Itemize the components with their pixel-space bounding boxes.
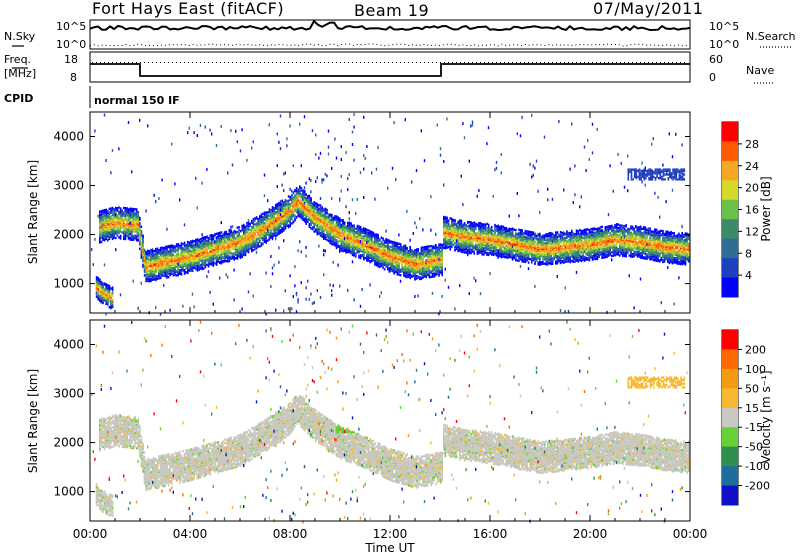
velocity-colorbar-swatch-2 bbox=[722, 369, 738, 389]
nave-tick-top: 60 bbox=[709, 53, 723, 66]
velocity-colorbar-swatch-7 bbox=[722, 466, 738, 486]
power-colorbar-tick-5: 24 bbox=[745, 160, 759, 173]
x-tick-2: 08:00 bbox=[273, 527, 308, 541]
power-colorbar-swatch-5 bbox=[722, 219, 738, 239]
cpid-label: CPID bbox=[4, 92, 33, 105]
velocity-colorbar-tick-7: 200 bbox=[745, 343, 766, 356]
noise-tick-right-bottom: 10^0 bbox=[709, 38, 739, 51]
velocity-ytick-1: 2000 bbox=[53, 436, 84, 450]
power-colorbar-tick-0: 4 bbox=[745, 269, 752, 282]
power-colorbar-label: Power [dB] bbox=[759, 176, 773, 241]
velocity-colorbar-label: Velocity [m s⁻¹] bbox=[759, 370, 773, 463]
velocity-colorbar-swatch-0 bbox=[722, 330, 738, 350]
date-label: 07/May/2011 bbox=[593, 0, 703, 18]
noise-tick-left-bottom: 10^0 bbox=[56, 38, 86, 51]
power-ytick-1: 2000 bbox=[53, 228, 84, 242]
freq-unit-label: [MHz] bbox=[4, 67, 36, 80]
power-colorbar-swatch-3 bbox=[722, 180, 738, 200]
velocity-colorbar-swatch-5 bbox=[722, 427, 738, 447]
nsky-label: N.Sky bbox=[4, 30, 36, 43]
power-ylabel: Slant Range [km] bbox=[26, 160, 40, 264]
power-colorbar-swatch-1 bbox=[722, 141, 738, 161]
power-colorbar-tick-2: 12 bbox=[745, 225, 759, 238]
x-tick-5: 20:00 bbox=[573, 527, 608, 541]
power-colorbar-swatch-8 bbox=[722, 278, 738, 298]
power-colorbar-tick-6: 28 bbox=[745, 138, 759, 151]
noise-panel: N.Sky 10^5 10^0 10^5 10^0 N.Search bbox=[4, 20, 796, 51]
velocity-colorbar-swatch-6 bbox=[722, 447, 738, 467]
power-colorbar-swatch-6 bbox=[722, 239, 738, 259]
beam-label: Beam 19 bbox=[354, 1, 429, 20]
freq-series bbox=[90, 64, 690, 76]
velocity-colorbar-tick-0: -200 bbox=[745, 480, 770, 493]
x-tick-6: 00:00 bbox=[673, 527, 708, 541]
freq-label: Freq. bbox=[4, 53, 31, 66]
plot-title: Fort Hays East (fitACF) bbox=[92, 0, 284, 18]
power-colorbar-swatch-7 bbox=[722, 258, 738, 278]
power-colorbar-swatch-2 bbox=[722, 161, 738, 181]
cpid-panel: CPID normal 150 IF bbox=[4, 86, 180, 108]
x-tick-0: 00:00 bbox=[73, 527, 108, 541]
freq-tick-bottom: 8 bbox=[70, 71, 77, 84]
velocity-colorbar-tick-5: 50 bbox=[745, 382, 759, 395]
power-ytick-0: 1000 bbox=[53, 277, 84, 291]
x-tick-1: 04:00 bbox=[173, 527, 208, 541]
x-tick-4: 16:00 bbox=[473, 527, 508, 541]
x-axis-label: Time UT bbox=[364, 541, 415, 554]
x-tick-3: 12:00 bbox=[373, 527, 408, 541]
velocity-colorbar-swatch-4 bbox=[722, 408, 738, 428]
power-colorbar-swatch-0 bbox=[722, 122, 738, 142]
nave-label: Nave bbox=[746, 64, 774, 77]
velocity-colorbar-swatch-3 bbox=[722, 388, 738, 408]
velocity-colorbar-tick-4: 15 bbox=[745, 402, 759, 415]
power-colorbar-swatch-4 bbox=[722, 200, 738, 220]
noise-tick-right-top: 10^5 bbox=[709, 20, 739, 33]
freq-tick-top: 18 bbox=[64, 53, 78, 66]
noise-tick-left-top: 10^5 bbox=[56, 20, 86, 33]
velocity-colorbar-swatch-8 bbox=[722, 486, 738, 506]
power-colorbar-tick-4: 20 bbox=[745, 182, 759, 195]
velocity-ytick-2: 3000 bbox=[53, 387, 84, 401]
radar-summary-plot: Fort Hays East (fitACF) Beam 19 07/May/2… bbox=[0, 0, 800, 554]
power-panel: 1000 2000 3000 4000 Slant Range [km] 4 8 12 16… bbox=[26, 112, 773, 316]
nsky-series bbox=[90, 21, 690, 30]
cpid-value: normal 150 IF bbox=[94, 94, 180, 107]
velocity-colorbar-swatch-1 bbox=[722, 349, 738, 369]
power-colorbar-tick-1: 8 bbox=[745, 247, 752, 260]
freq-panel: Freq. [MHz] 18 8 60 0 Nave bbox=[4, 52, 774, 84]
velocity-ytick-3: 4000 bbox=[53, 338, 84, 352]
nsearch-label: N.Search bbox=[746, 30, 796, 43]
power-ytick-2: 3000 bbox=[53, 179, 84, 193]
velocity-ylabel: Slant Range [km] bbox=[26, 369, 40, 473]
power-ytick-3: 4000 bbox=[53, 130, 84, 144]
velocity-ytick-0: 1000 bbox=[53, 485, 84, 499]
nave-tick-bottom: 0 bbox=[709, 71, 716, 84]
power-colorbar-tick-3: 16 bbox=[745, 204, 759, 217]
nsearch-series bbox=[90, 44, 690, 46]
